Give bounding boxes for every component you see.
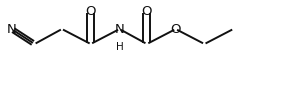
Text: N: N: [115, 23, 124, 36]
Text: N: N: [7, 23, 16, 36]
Text: O: O: [170, 23, 181, 36]
Text: O: O: [142, 5, 152, 18]
Text: H: H: [116, 42, 123, 52]
Text: O: O: [86, 5, 96, 18]
